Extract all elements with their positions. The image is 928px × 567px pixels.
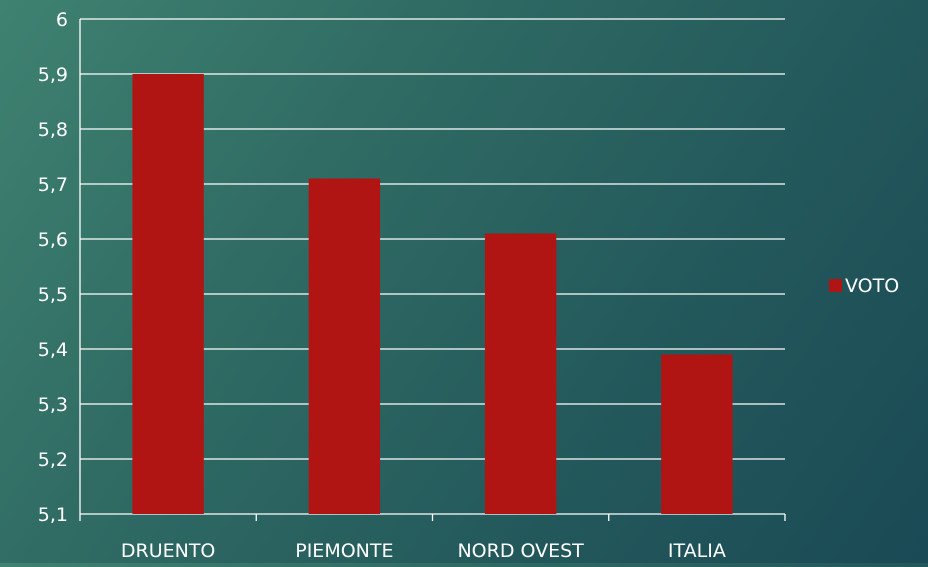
x-category-label: ITALIA — [668, 540, 726, 562]
bar-italia — [661, 355, 732, 515]
y-tick-label: 5,6 — [38, 229, 68, 251]
x-category-label: DRUENTO — [121, 540, 216, 562]
bar-nord-ovest — [485, 234, 556, 515]
legend: VOTO — [829, 275, 899, 297]
y-tick-label: 5,9 — [38, 64, 68, 86]
y-tick-label: 5,7 — [38, 174, 68, 196]
x-category-label: NORD OVEST — [457, 540, 584, 562]
bar-druento — [132, 74, 203, 514]
legend-label: VOTO — [845, 275, 899, 297]
y-tick-label: 5,2 — [38, 449, 68, 471]
y-tick-label: 5,8 — [38, 119, 68, 141]
y-tick-label: 5,5 — [38, 284, 68, 306]
legend-swatch — [829, 279, 842, 292]
y-tick-label: 6 — [56, 9, 68, 31]
y-tick-label: 5,1 — [38, 504, 68, 526]
y-tick-label: 5,3 — [38, 394, 68, 416]
bar-piemonte — [309, 179, 380, 515]
x-category-label: PIEMONTE — [295, 540, 393, 562]
y-tick-label: 5,4 — [38, 339, 68, 361]
